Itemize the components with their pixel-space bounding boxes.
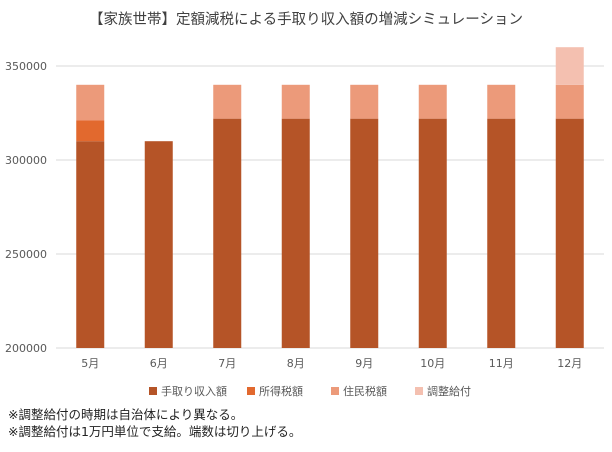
bar-手取り収入額-9月 [350,118,379,348]
y-tick-label: 200000 [5,342,47,355]
chart: 【家族世帯】定額減税による手取り収入額の増減シミュレーション 200000 250… [5,11,604,398]
bar-手取り収入額-5月 [76,141,105,348]
x-tick-label: 5月 [81,357,99,370]
legend-label: 住民税額 [343,384,387,398]
bar-住民税額-10月 [418,84,447,119]
legend-label: 所得税額 [259,384,303,398]
x-tick-label: 10月 [420,357,445,370]
legend: 手取り収入額 所得税額 住民税額 調整給付 [149,384,471,398]
bar-住民税額-9月 [350,84,379,119]
x-tick-label: 9月 [355,357,373,370]
y-tick-label: 350000 [5,60,47,73]
legend-label: 調整給付 [427,384,471,398]
bar-住民税額-8月 [281,84,310,119]
legend-label: 手取り収入額 [161,384,227,398]
bar-住民税額-11月 [487,84,516,119]
bar-手取り収入額-12月 [555,118,584,348]
bars [76,47,584,348]
legend-swatch-調整給付 [415,387,423,395]
y-tick-label: 250000 [5,248,47,261]
x-tick-label: 7月 [218,357,236,370]
legend-swatch-住民税額 [331,387,339,395]
bar-住民税額-7月 [213,84,242,119]
bar-手取り収入額-8月 [281,118,310,348]
x-tick-label: 8月 [287,357,305,370]
footnote-timing: ※調整給付の時期は自治体により異なる。 [8,407,244,422]
y-tick-label: 300000 [5,154,47,167]
legend-swatch-所得税額 [247,387,255,395]
legend-swatch-手取り収入額 [149,387,157,395]
x-tick-label: 11月 [489,357,514,370]
footnote-rounding: ※調整給付は1万円単位で支給。端数は切り上げる。 [8,424,302,439]
footnotes: ※調整給付の時期は自治体により異なる。 ※調整給付は1万円単位で支給。端数は切り… [8,406,301,440]
bar-住民税額-5月 [76,84,105,121]
chart-title: 【家族世帯】定額減税による手取り収入額の増減シミュレーション [89,11,523,28]
x-tick-label: 12月 [557,357,582,370]
bar-所得税額-5月 [76,120,105,142]
bar-調整給付-12月 [555,47,584,85]
bar-手取り収入額-10月 [418,118,447,348]
y-axis: 200000 250000 300000 350000 [5,60,47,355]
bar-住民税額-12月 [555,84,584,119]
x-tick-label: 6月 [150,357,168,370]
bar-手取り収入額-7月 [213,118,242,348]
x-axis: 5月 6月 7月 8月 9月 10月 11月 12月 [81,357,582,370]
gridlines [56,65,604,349]
bar-手取り収入額-6月 [144,141,173,348]
bar-手取り収入額-11月 [487,118,516,348]
